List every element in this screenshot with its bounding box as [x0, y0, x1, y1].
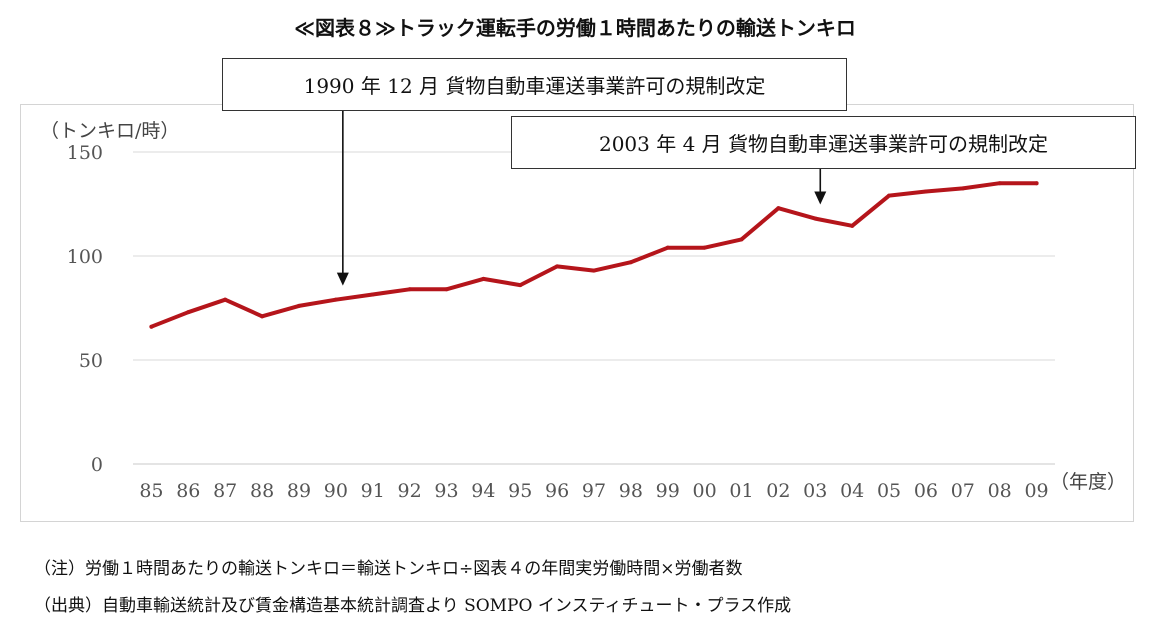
data-point — [813, 216, 818, 221]
data-point — [1034, 181, 1039, 186]
data-point — [333, 297, 338, 302]
data-point — [407, 287, 412, 292]
x-tick-label: 93 — [434, 480, 458, 502]
data-point — [149, 324, 154, 329]
annotation-arrows — [336, 111, 827, 286]
y-tick-label: 150 — [67, 142, 103, 164]
x-tick-label: 03 — [803, 480, 827, 502]
x-tick-label: 02 — [766, 480, 790, 502]
data-point — [518, 283, 523, 288]
x-tick-label: 96 — [545, 480, 569, 502]
annotation-arrow-head — [336, 272, 349, 286]
x-tick-label: 88 — [250, 480, 274, 502]
x-tick-label: 01 — [729, 480, 753, 502]
annotation-1990-regulation: 1990 年 12 月 貨物自動車運送事業許可の規制改定 — [222, 58, 847, 111]
x-tick-label: 00 — [693, 480, 717, 502]
x-tick-label: 86 — [176, 480, 200, 502]
x-tick-label: 05 — [877, 480, 901, 502]
data-point — [997, 181, 1002, 186]
x-tick-label: 90 — [324, 480, 348, 502]
y-tick-label: 50 — [79, 350, 103, 372]
x-tick-label: 04 — [840, 480, 864, 502]
annotation-arrow-head — [814, 191, 827, 205]
data-point — [444, 287, 449, 292]
data-point — [296, 303, 301, 308]
x-tick-label: 99 — [656, 480, 680, 502]
data-point — [628, 260, 633, 265]
x-tick-label: 91 — [361, 480, 385, 502]
x-tick-label: 87 — [213, 480, 237, 502]
data-point — [702, 245, 707, 250]
data-point — [555, 264, 560, 269]
footnote-definition: （注）労働１時間あたりの輸送トンキロ＝輸送トンキロ÷図表４の年間実労働時間×労働… — [34, 559, 743, 579]
data-point — [776, 206, 781, 211]
x-tick-label: 98 — [619, 480, 643, 502]
x-tick-label: 92 — [398, 480, 422, 502]
data-point — [850, 223, 855, 228]
data-point — [923, 189, 928, 194]
y-tick-label: 100 — [67, 246, 103, 268]
x-tick-label: 94 — [471, 480, 495, 502]
data-point — [260, 314, 265, 319]
data-point — [592, 268, 596, 273]
x-tick-label: 08 — [988, 480, 1012, 502]
data-point — [223, 297, 228, 302]
data-point — [739, 237, 744, 242]
data-point — [186, 310, 191, 315]
chart-title: ≪図表８≫トラック運転手の労働１時間あたりの輸送トンキロ — [294, 16, 856, 40]
y-axis-label: （トンキロ/時） — [40, 120, 179, 142]
x-axis-label: （年度） — [1050, 471, 1126, 493]
data-point — [960, 186, 965, 191]
data-point — [665, 245, 670, 250]
x-tick-label: 85 — [139, 480, 163, 502]
grid-lines — [133, 151, 1055, 465]
data-point — [370, 292, 375, 297]
x-tick-label: 97 — [582, 480, 606, 502]
y-tick-label: 0 — [91, 454, 103, 476]
annotation-2003-regulation: 2003 年 4 月 貨物自動車運送事業許可の規制改定 — [511, 116, 1136, 169]
y-axis-ticks: 0 50 100 150 — [67, 142, 103, 476]
data-point — [887, 193, 892, 198]
x-axis-ticks: 85 86 87 88 89 90 91 92 93 94 95 96 97 98 99 00 01 02 03 04… — [139, 480, 1048, 502]
x-tick-label: 95 — [508, 480, 532, 502]
data-point — [481, 276, 486, 281]
x-tick-label: 07 — [951, 480, 975, 502]
series-layer — [149, 181, 1039, 329]
x-tick-label: 06 — [914, 480, 938, 502]
x-tick-label: 89 — [287, 480, 311, 502]
x-tick-label: 09 — [1024, 480, 1048, 502]
footnote-source: （出典）自動車輸送統計及び賃金構造基本統計調査より SOMPO インスティチュー… — [34, 596, 792, 616]
series-line-0 — [149, 181, 1039, 329]
